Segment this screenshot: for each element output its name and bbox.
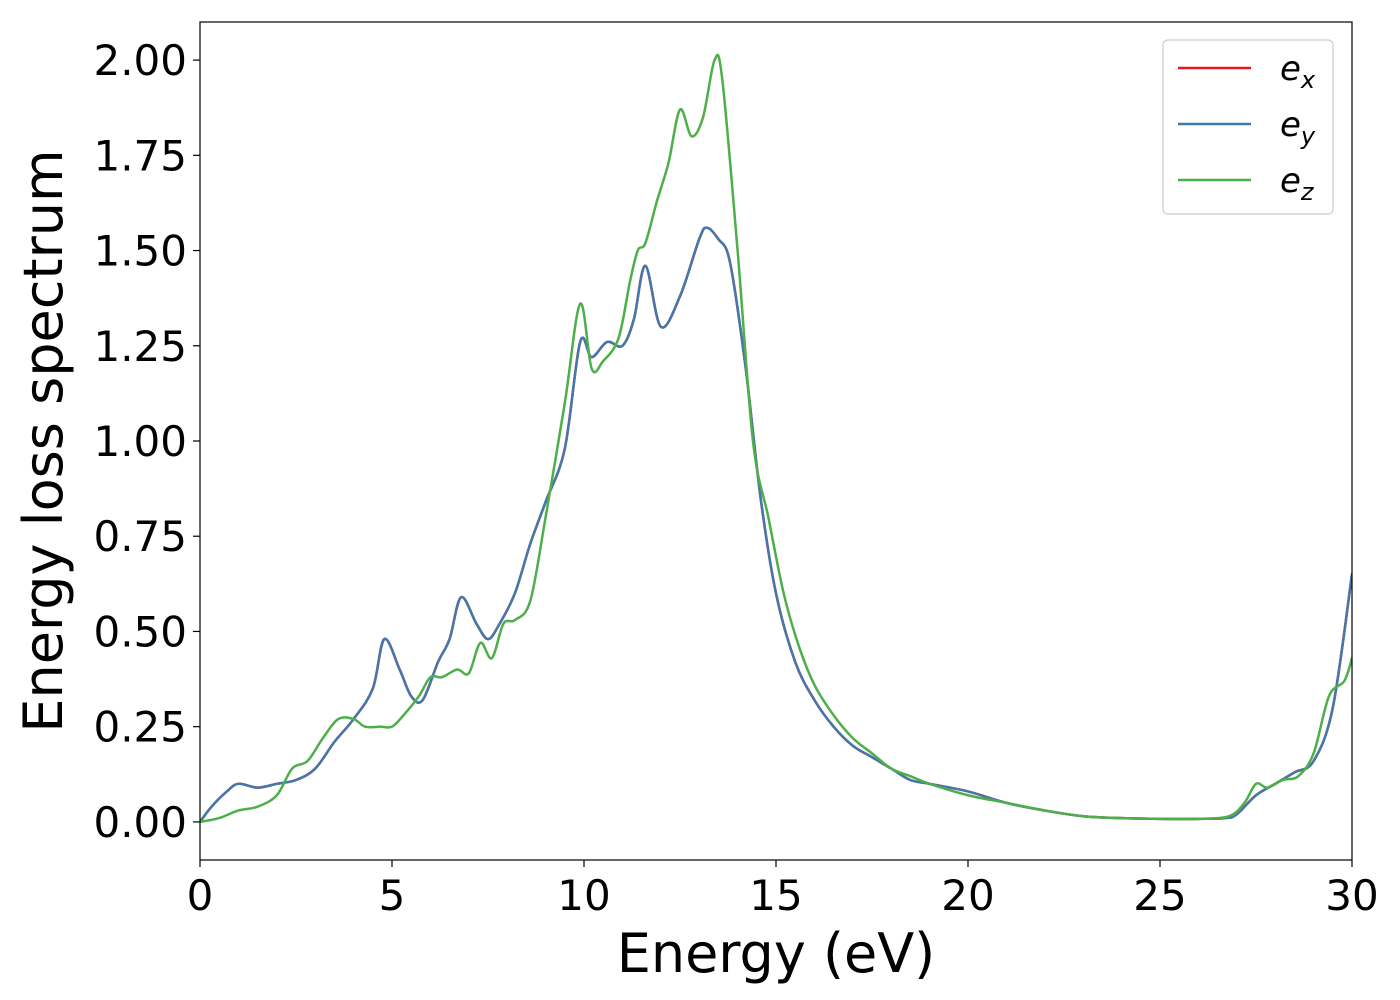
legend-label-subscript: y	[1300, 122, 1316, 150]
legend-label-base: e	[1280, 49, 1301, 89]
y-tick-label: 0.00	[93, 798, 187, 847]
legend-label-subscript: x	[1300, 66, 1316, 94]
y-tick-label: 2.00	[93, 36, 187, 85]
legend-label-base: e	[1280, 161, 1301, 201]
x-tick-label: 0	[187, 871, 214, 920]
series-line-ez	[200, 53, 1352, 824]
legend-label-base: e	[1280, 105, 1301, 145]
y-tick-label: 1.25	[93, 322, 187, 371]
x-tick-label: 10	[557, 871, 610, 920]
x-tick-label: 25	[1133, 871, 1186, 920]
y-tick-label: 0.75	[93, 512, 187, 561]
y-tick-label: 0.50	[93, 607, 187, 656]
y-axis-label: Energy loss spectrum	[12, 149, 75, 732]
legend-label-subscript: z	[1300, 178, 1315, 206]
y-tick-label: 0.25	[93, 703, 187, 752]
legend-frame	[1162, 39, 1334, 215]
y-tick-label: 1.00	[93, 417, 187, 466]
y-tick-label: 1.50	[93, 227, 187, 276]
y-tick-label: 1.75	[93, 131, 187, 180]
series-layer	[200, 53, 1352, 824]
x-axis-label: Energy (eV)	[617, 922, 936, 985]
x-tick-label: 20	[941, 871, 994, 920]
plot-background	[200, 22, 1352, 860]
x-axis-ticks: 0 5 10 15 20 25 30	[187, 860, 1379, 920]
legend-label: ex	[1280, 49, 1316, 94]
x-tick-label: 30	[1325, 871, 1378, 920]
legend-label: ey	[1280, 105, 1316, 150]
x-tick-label: 15	[749, 871, 802, 920]
legend-label: ez	[1280, 161, 1315, 206]
x-tick-label: 5	[379, 871, 406, 920]
y-axis-ticks: 0.00 0.25 0.50 0.75 1.00 1.25 1.50 1.75 2.00	[93, 36, 200, 847]
